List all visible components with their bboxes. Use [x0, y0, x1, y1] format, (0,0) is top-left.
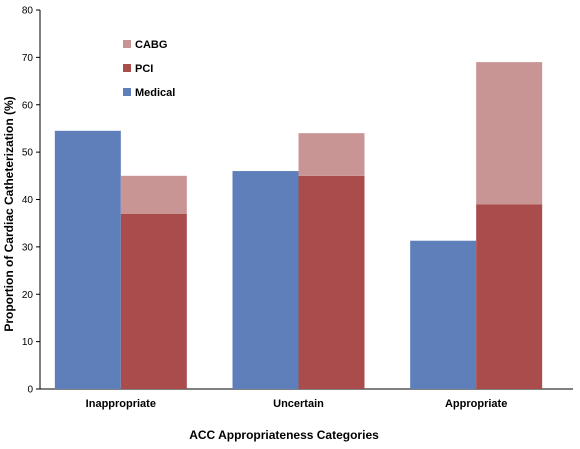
x-tick-label: Appropriate — [445, 398, 507, 410]
y-tick-label: 20 — [22, 290, 34, 301]
y-tick-label: 0 — [27, 385, 33, 396]
y-tick-label: 40 — [22, 195, 34, 206]
x-tick-label: Uncertain — [273, 398, 324, 410]
legend-swatch-cabg — [123, 40, 131, 48]
legend-swatch-pci — [123, 64, 131, 72]
bar-medical-appropriate — [410, 240, 477, 389]
x-tick-label: Inappropriate — [86, 398, 156, 410]
y-tick-label: 50 — [22, 148, 34, 159]
x-axis: Inappropriate Uncertain Appropriate — [40, 388, 573, 410]
legend-swatch-medical — [123, 88, 131, 96]
legend: CABG PCI Medical — [123, 39, 175, 99]
legend-label-cabg: CABG — [135, 39, 167, 51]
bar-cabg-appropriate — [476, 62, 543, 205]
bar-medical-uncertain — [232, 171, 299, 389]
bar-pci-uncertain — [298, 175, 365, 389]
bar-cabg-inappropriate — [120, 175, 187, 214]
bar-pci-inappropriate — [120, 213, 187, 389]
legend-label-pci: PCI — [135, 63, 153, 75]
y-tick-label: 30 — [22, 242, 34, 253]
bar-medical-inappropriate — [54, 130, 121, 389]
bars — [54, 62, 543, 389]
legend-label-medical: Medical — [135, 87, 175, 99]
x-axis-title: ACC Appropriateness Categories — [189, 428, 379, 442]
y-tick-label: 60 — [22, 100, 34, 111]
y-tick-label: 80 — [22, 6, 34, 17]
y-axis: 0 10 20 30 40 50 60 70 80 — [22, 6, 41, 396]
y-axis-title: Proportion of Cardiac Catheterization (%… — [2, 96, 16, 331]
y-tick-label: 70 — [22, 53, 34, 64]
y-tick-label: 10 — [22, 337, 34, 348]
bar-cabg-uncertain — [298, 133, 365, 176]
bar-pci-appropriate — [476, 204, 543, 389]
